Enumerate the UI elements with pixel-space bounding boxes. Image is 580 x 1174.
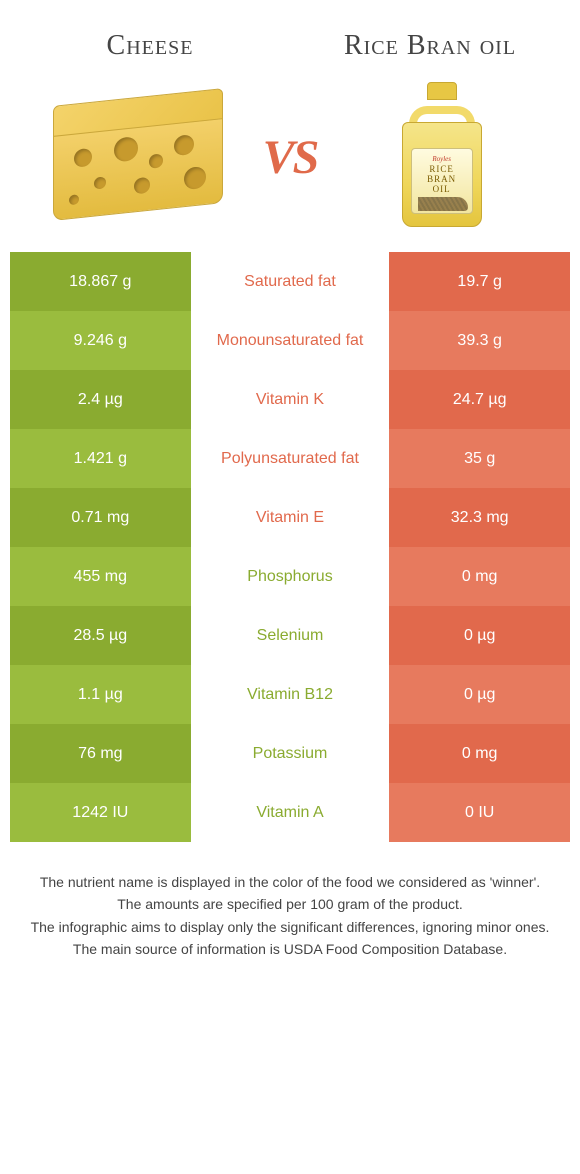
left-value: 2.4 µg (10, 370, 191, 429)
table-row: 1.1 µgVitamin B120 µg (10, 665, 570, 724)
nutrient-label: Potassium (191, 724, 390, 783)
left-value: 455 mg (10, 547, 191, 606)
table-row: 0.71 mgVitamin E32.3 mg (10, 488, 570, 547)
titles-row: Cheese Rice Bran oil (0, 0, 580, 72)
oil-brand: Royles (432, 155, 451, 163)
oil-label-l3: Oil (433, 185, 451, 195)
right-value: 35 g (389, 429, 570, 488)
left-value: 76 mg (10, 724, 191, 783)
right-value: 39.3 g (389, 311, 570, 370)
nutrient-label: Vitamin K (191, 370, 390, 429)
right-value: 0 µg (389, 665, 570, 724)
nutrient-label: Vitamin B12 (191, 665, 390, 724)
right-food-title: Rice Bran oil (290, 30, 570, 62)
right-value: 32.3 mg (389, 488, 570, 547)
left-value: 1.1 µg (10, 665, 191, 724)
left-value: 0.71 mg (10, 488, 191, 547)
footnote-1: The nutrient name is displayed in the co… (10, 872, 570, 892)
cheese-illustration (30, 82, 247, 232)
right-value: 19.7 g (389, 252, 570, 311)
right-value: 24.7 µg (389, 370, 570, 429)
footnote-3: The infographic aims to display only the… (10, 917, 570, 937)
nutrient-label: Saturated fat (191, 252, 390, 311)
table-row: 1242 IUVitamin A0 IU (10, 783, 570, 842)
table-row: 9.246 gMonounsaturated fat39.3 g (10, 311, 570, 370)
nutrient-label: Polyunsaturated fat (191, 429, 390, 488)
nutrient-label: Phosphorus (191, 547, 390, 606)
left-value: 1.421 g (10, 429, 191, 488)
right-value: 0 mg (389, 547, 570, 606)
table-row: 455 mgPhosphorus0 mg (10, 547, 570, 606)
right-value: 0 mg (389, 724, 570, 783)
left-value: 9.246 g (10, 311, 191, 370)
left-value: 18.867 g (10, 252, 191, 311)
nutrient-label: Vitamin A (191, 783, 390, 842)
nutrient-label: Monounsaturated fat (191, 311, 390, 370)
left-food-title: Cheese (10, 30, 290, 62)
table-row: 1.421 gPolyunsaturated fat35 g (10, 429, 570, 488)
table-row: 28.5 µgSelenium0 µg (10, 606, 570, 665)
table-row: 2.4 µgVitamin K24.7 µg (10, 370, 570, 429)
comparison-table: 18.867 gSaturated fat19.7 g9.246 gMonoun… (10, 252, 570, 842)
nutrient-label: Selenium (191, 606, 390, 665)
left-value: 1242 IU (10, 783, 191, 842)
hero-row: VS Royles Rice Bran Oil (0, 72, 580, 252)
right-value: 0 µg (389, 606, 570, 665)
right-value: 0 IU (389, 783, 570, 842)
oil-illustration: Royles Rice Bran Oil (333, 82, 550, 232)
table-row: 76 mgPotassium0 mg (10, 724, 570, 783)
footnote-4: The main source of information is USDA F… (10, 939, 570, 959)
vs-label: VS (257, 130, 324, 185)
left-value: 28.5 µg (10, 606, 191, 665)
footnote-2: The amounts are specified per 100 gram o… (10, 894, 570, 914)
footnotes: The nutrient name is displayed in the co… (10, 872, 570, 959)
nutrient-label: Vitamin E (191, 488, 390, 547)
table-row: 18.867 gSaturated fat19.7 g (10, 252, 570, 311)
